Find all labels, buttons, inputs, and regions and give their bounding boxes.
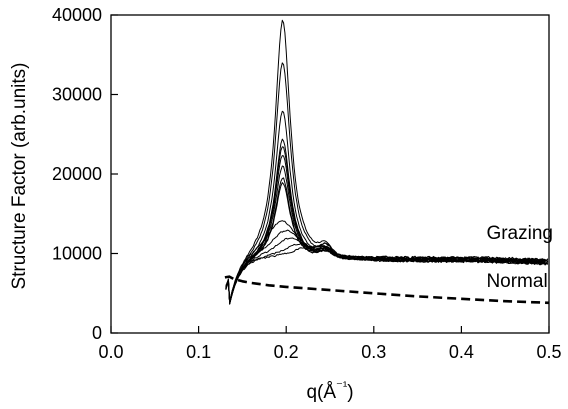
y-axis-label: Structure Factor (arb.units) (9, 62, 30, 289)
y-tick-label: 20000 (52, 164, 102, 184)
x-axis-label: q(Å⁻¹) (306, 378, 353, 403)
x-tick-label: 0.5 (536, 342, 561, 362)
x-tick-label: 0.3 (361, 342, 386, 362)
plot-frame (110, 14, 550, 334)
annotation-grazing: Grazing (486, 223, 553, 244)
x-tick-label: 0.1 (186, 342, 211, 362)
y-tick-label: 10000 (52, 244, 102, 264)
x-tick-label: 0.4 (449, 342, 474, 362)
annotation-normal: Normal (486, 271, 547, 292)
y-tick-label: 40000 (52, 5, 102, 25)
series-layer (224, 19, 550, 305)
x-tick-label: 0.2 (274, 342, 299, 362)
y-tick-label: 0 (92, 323, 102, 343)
y-tick-label: 30000 (52, 85, 102, 105)
axes-layer: 0.0 0.1 0.2 0.3 0.4 0.5 0 10000 20000 30000 40000 (52, 5, 562, 362)
series-line-grazing (225, 220, 548, 302)
series-line-grazing (225, 245, 549, 305)
series-line-normal (224, 275, 550, 305)
x-tick-label: 0.0 (98, 342, 123, 362)
